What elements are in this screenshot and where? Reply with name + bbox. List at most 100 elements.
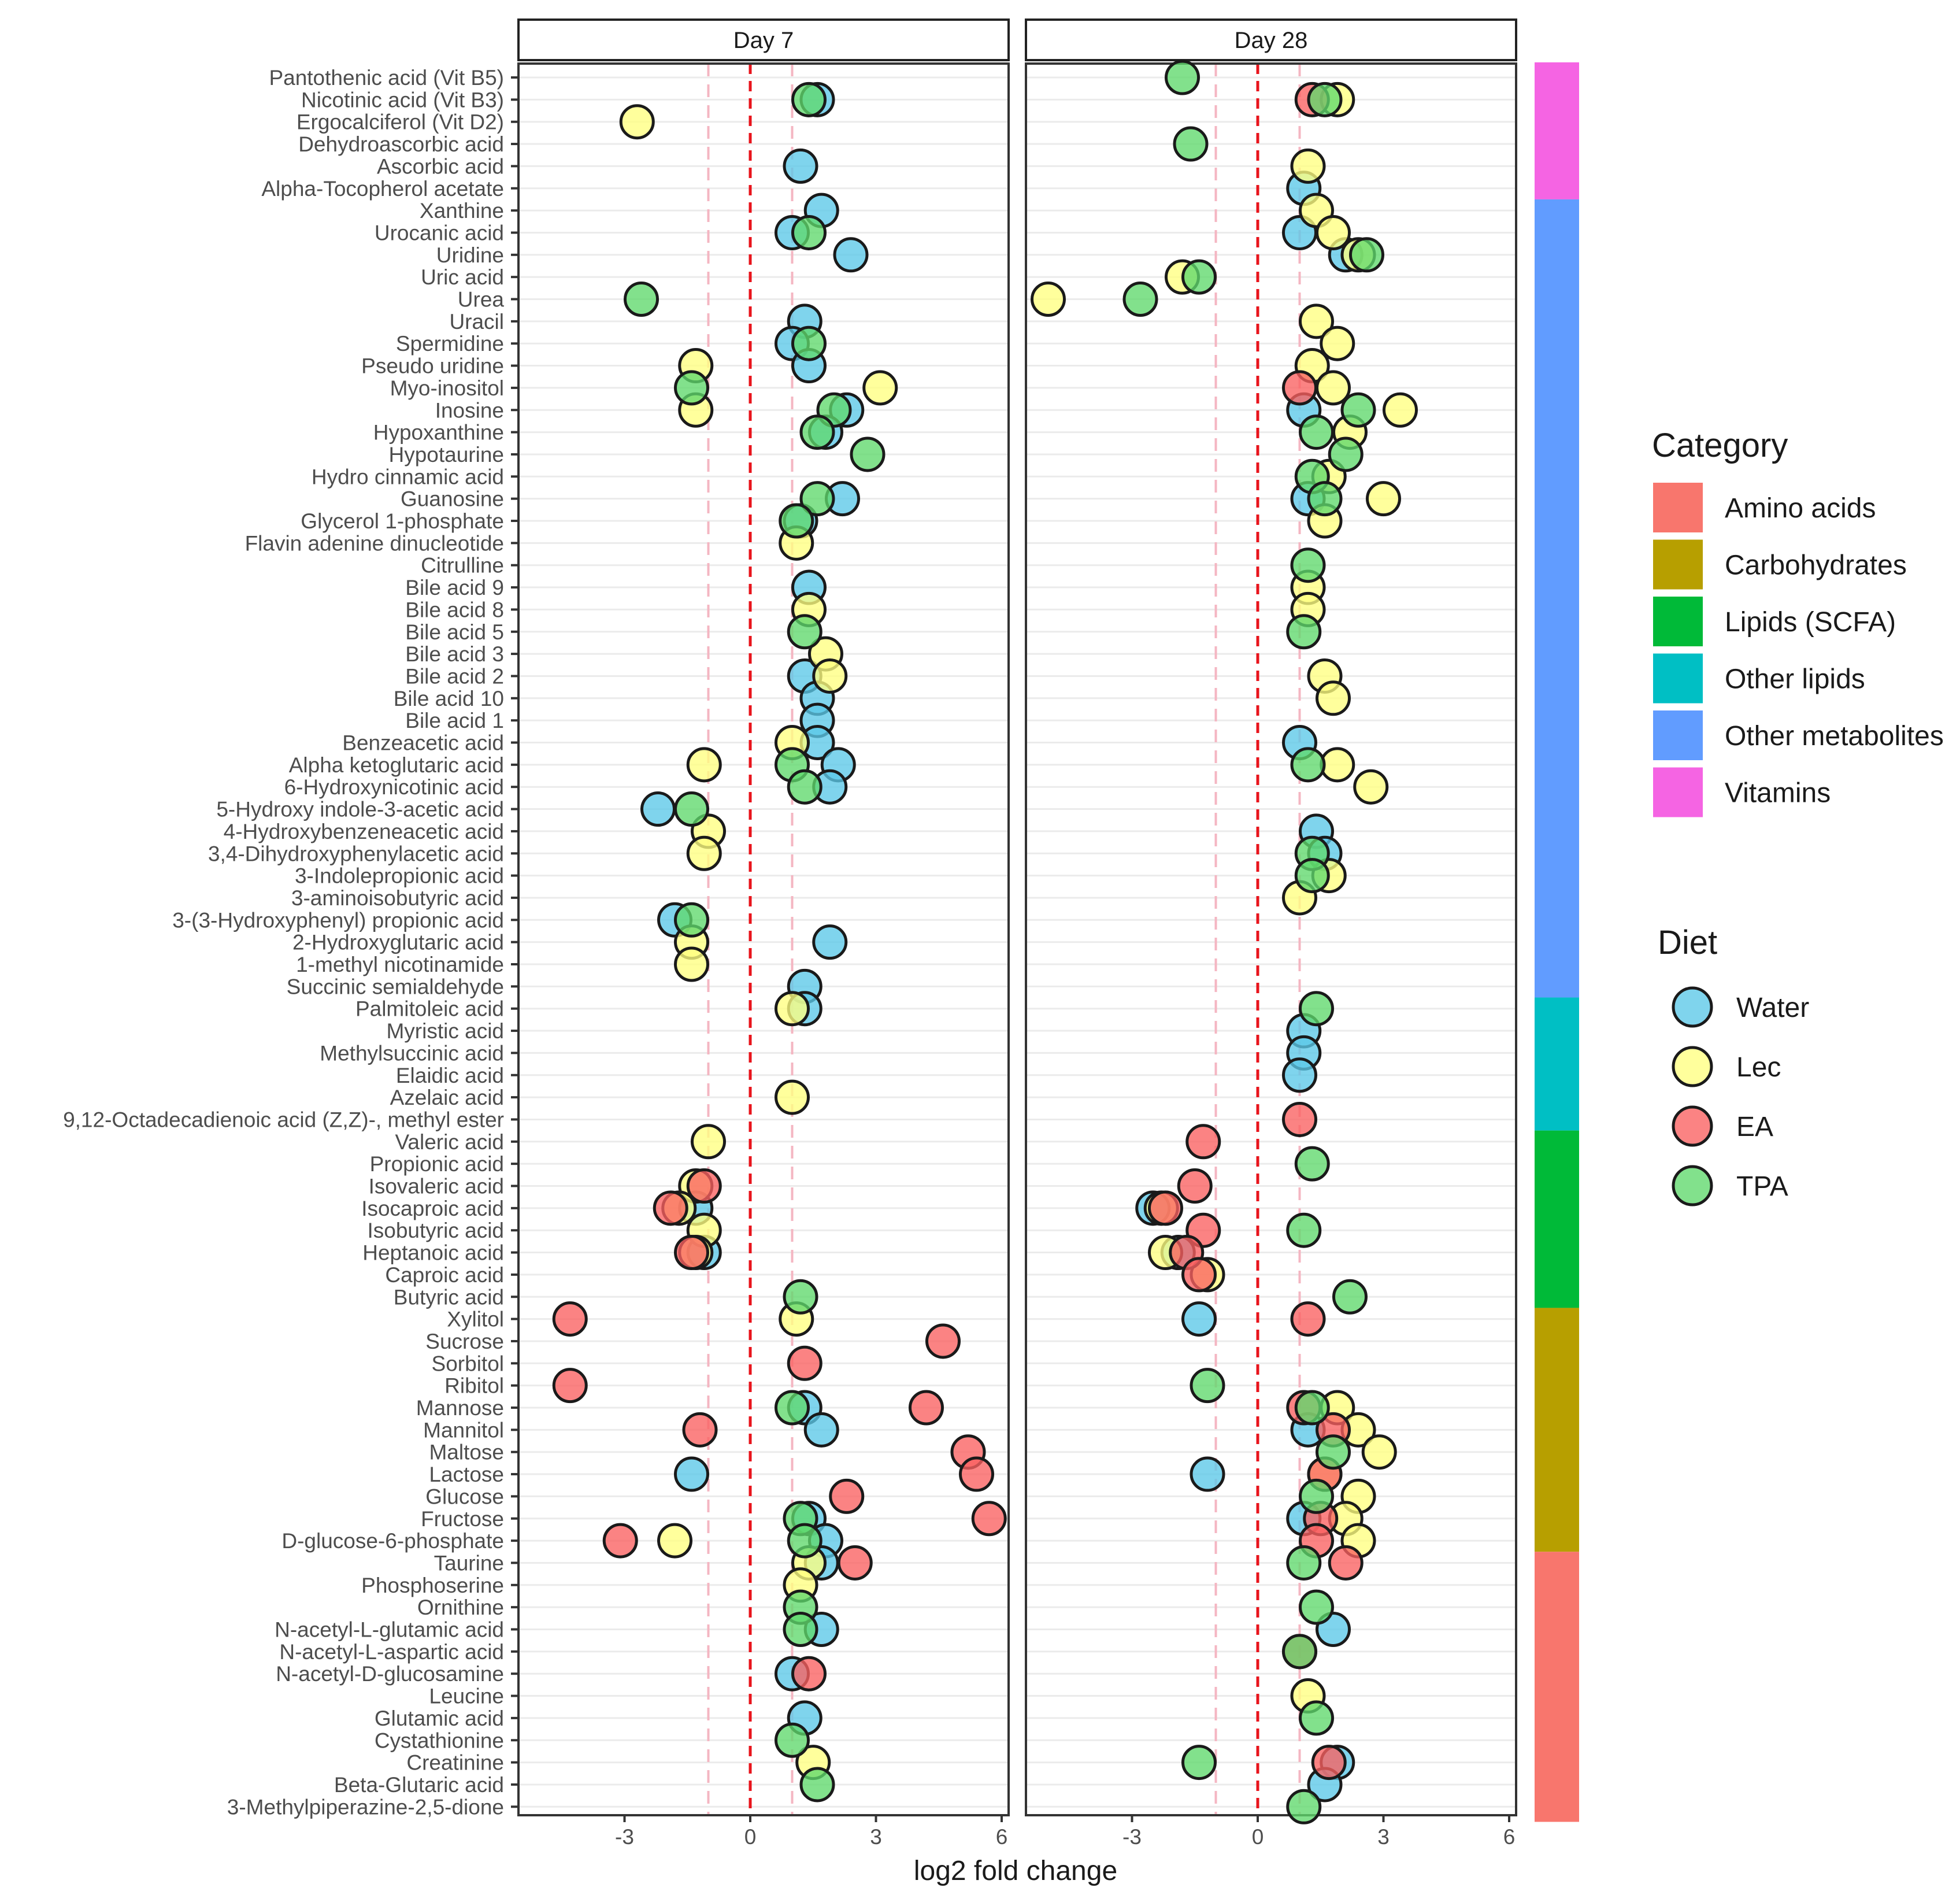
y-tick-label: Citrulline xyxy=(421,554,504,578)
legend-category-swatch xyxy=(1653,483,1703,532)
point-lec xyxy=(619,104,655,140)
point-tpa xyxy=(799,1767,835,1803)
y-tick-label: Beta-Glutaric acid xyxy=(334,1773,504,1797)
legend-category-swatch xyxy=(1653,710,1703,760)
point-tpa xyxy=(1290,747,1326,783)
y-tick-label: Heptanoic acid xyxy=(362,1241,504,1265)
point-tpa xyxy=(674,370,709,406)
point-tpa xyxy=(787,769,822,805)
point-tpa xyxy=(1181,259,1217,295)
y-tick-label: Myo-inositol xyxy=(390,376,504,400)
point-tpa xyxy=(1299,414,1334,450)
y-tick-label: N-acetyl-D-glucosamine xyxy=(276,1662,504,1686)
y-tick-label: Creatinine xyxy=(406,1751,504,1775)
point-ea xyxy=(971,1501,1007,1537)
y-tick-label: Spermidine xyxy=(396,332,504,356)
category-bar-segment xyxy=(1535,1308,1579,1552)
y-tick-label: D-glucose-6-phosphate xyxy=(281,1529,504,1553)
panel-strip xyxy=(1025,18,1517,61)
y-tick-label: Methylsuccinic acid xyxy=(320,1041,504,1065)
point-tpa xyxy=(674,902,709,938)
y-tick-label: Bile acid 5 xyxy=(405,620,504,644)
point-tpa xyxy=(1299,1589,1334,1625)
y-tick-label: Xylitol xyxy=(447,1308,504,1331)
legend-diet-swatch xyxy=(1672,1046,1713,1087)
y-tick-label: Propionic acid xyxy=(370,1152,504,1176)
point-water xyxy=(783,148,818,184)
point-lec xyxy=(862,370,898,406)
y-tick-label: Uracil xyxy=(449,310,504,334)
y-tick-label: Guanosine xyxy=(401,487,504,511)
legend-category-label: Other metabolites xyxy=(1725,721,1944,752)
category-bar-segment xyxy=(1535,1552,1579,1822)
x-tick-label: 0 xyxy=(1252,1825,1264,1849)
point-tpa xyxy=(1282,1634,1317,1670)
y-tick-label: Butyric acid xyxy=(394,1285,504,1309)
point-lec xyxy=(686,747,722,783)
x-axis-ticks: -3 0 3 6 -3 0 3 6 xyxy=(615,1815,1515,1849)
point-tpa xyxy=(1165,60,1200,95)
point-ea xyxy=(682,1412,718,1448)
y-tick-label: Ergocalciferol (Vit D2) xyxy=(297,110,504,134)
legend-diet-label: TPA xyxy=(1736,1171,1788,1202)
y-tick-label: 3,4-Dihydroxyphenylacetic acid xyxy=(208,842,504,865)
point-ea xyxy=(552,1368,588,1404)
y-tick-label: 3-aminoisobutyric acid xyxy=(291,886,504,910)
category-bar-segment xyxy=(1535,1130,1579,1308)
y-tick-label: Dehydroascorbic acid xyxy=(298,132,504,156)
legend-category-swatch xyxy=(1653,539,1703,590)
legend-category-swatch xyxy=(1653,767,1703,817)
point-lec xyxy=(1383,392,1418,428)
legend-diet-label: Lec xyxy=(1736,1052,1781,1083)
point-tpa xyxy=(1349,237,1384,273)
point-tpa xyxy=(850,436,885,472)
point-ea xyxy=(653,1190,688,1226)
y-tick-label: Mannitol xyxy=(423,1418,504,1442)
point-tpa xyxy=(1328,436,1364,472)
y-tick-label: Isobutyric acid xyxy=(368,1219,505,1242)
point-tpa xyxy=(1286,1545,1322,1581)
y-tick-label: Hypotaurine xyxy=(388,443,504,467)
category-bar xyxy=(1535,62,1579,1822)
legend-category-title: Category xyxy=(1652,427,1788,464)
point-tpa xyxy=(1307,82,1343,117)
point-ea xyxy=(1181,1257,1217,1293)
y-tick-label: 3-(3-Hydroxyphenyl) propionic acid xyxy=(172,908,504,932)
point-tpa xyxy=(1294,1146,1330,1182)
y-tick-label: 1-methyl nicotinamide xyxy=(296,953,504,976)
point-tpa xyxy=(1299,1700,1334,1736)
point-ea xyxy=(1148,1190,1183,1226)
point-ea xyxy=(1177,1168,1213,1204)
y-tick-label: N-acetyl-L-aspartic acid xyxy=(279,1640,504,1664)
panel-1-border xyxy=(517,62,1010,1816)
point-tpa xyxy=(783,1612,818,1647)
y-tick-label: Ornithine xyxy=(417,1596,504,1619)
point-tpa xyxy=(1294,1390,1330,1426)
point-lec xyxy=(1361,1434,1397,1470)
y-tick-label: Maltose xyxy=(429,1441,504,1464)
y-tick-label: Succinic semialdehyde xyxy=(287,975,504,998)
y-tick-label: Bile acid 8 xyxy=(405,598,504,621)
y-tick-label: Bile acid 9 xyxy=(405,576,504,599)
point-water xyxy=(812,924,848,960)
point-lec xyxy=(812,658,848,694)
y-tick-label: Uric acid xyxy=(421,265,504,289)
y-tick-label: Bile acid 2 xyxy=(405,664,504,688)
panel-title: Day 7 xyxy=(733,28,794,53)
y-tick-label: 4-Hydroxybenzeneacetic acid xyxy=(224,820,504,843)
y-tick-label: Palmitoleic acid xyxy=(355,997,504,1021)
y-tick-label: Bile acid 3 xyxy=(405,642,504,666)
y-axis-labels: Pantothenic acid (Vit B5)Nicotinic acid … xyxy=(63,66,518,1819)
point-lec xyxy=(674,946,709,982)
point-ea xyxy=(1282,1101,1317,1137)
point-lec xyxy=(1353,769,1389,805)
y-tick-label: 2-Hydroxyglutaric acid xyxy=(292,931,504,954)
point-ea xyxy=(1282,370,1317,406)
legend-diet-swatch xyxy=(1672,986,1713,1028)
point-lec xyxy=(1316,214,1351,250)
y-tick-label: Hydro cinnamic acid xyxy=(312,465,504,488)
legends: Category Amino acids Carbohydrates Lipids (… xyxy=(1652,427,1944,1206)
point-tpa xyxy=(1286,614,1322,650)
x-tick-label: 6 xyxy=(996,1825,1008,1849)
